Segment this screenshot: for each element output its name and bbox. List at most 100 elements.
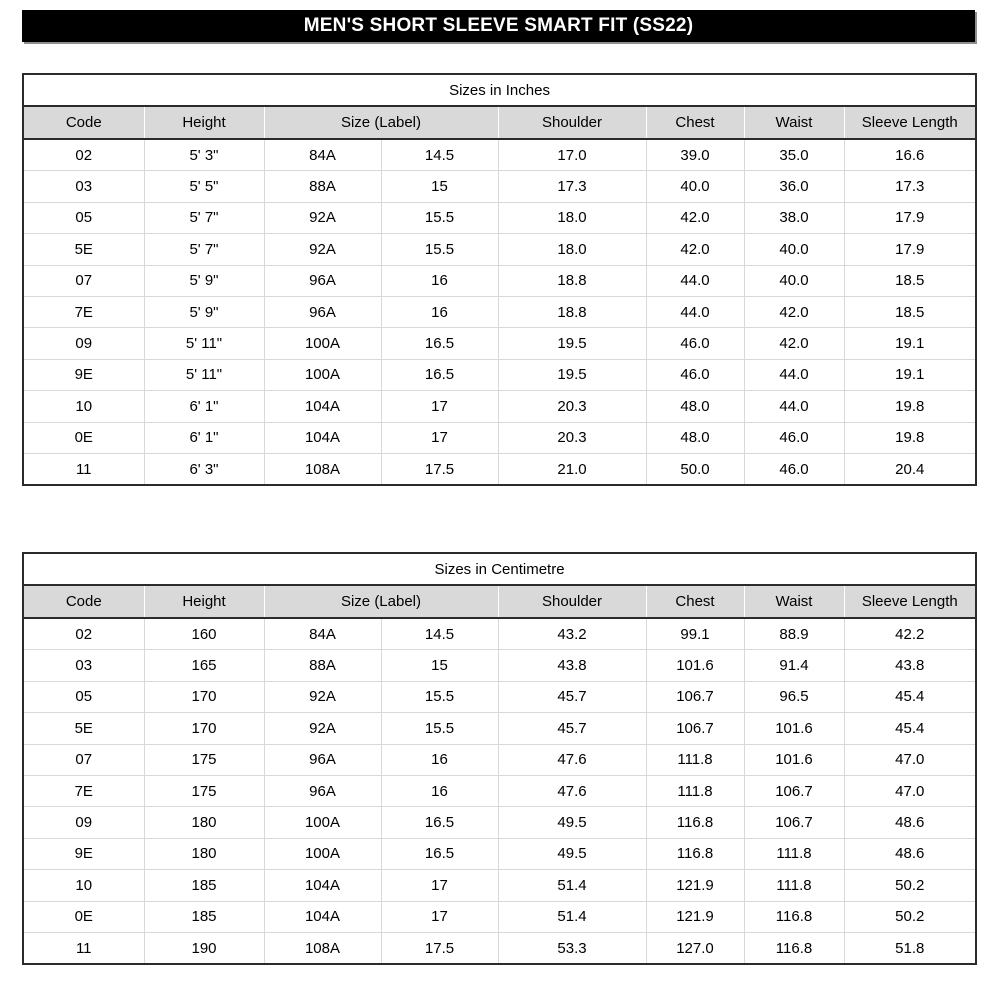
column-header-code: Code [23,585,145,619]
table-row: 5E 5' 7" 92A 15.5 18.0 42.0 40.0 17.9 [22,233,977,266]
cell: 46.0 [645,327,745,360]
cell: 19.1 [843,327,977,360]
column-header-waist: Waist [743,106,845,140]
cell: 17.5 [380,452,499,486]
cell: 6' 1" [143,390,265,423]
cell: 45.4 [843,712,977,745]
cell: 18.5 [843,264,977,297]
cell: 18.0 [497,201,647,235]
table-row: 05 5' 7" 92A 15.5 18.0 42.0 38.0 17.9 [22,201,977,235]
table-row: 11 190 108A 17.5 53.3 127.0 116.8 51.8 [22,931,977,965]
cell: 17 [380,869,499,902]
table-row: 03 165 88A 15 43.8 101.6 91.4 43.8 [22,649,977,682]
cell: 15.5 [380,201,499,235]
cell: 05 [22,201,145,235]
cell: 16 [380,743,499,776]
cell: 16.6 [843,138,977,172]
table-header-row: Code Height Size (Label) Shoulder Chest Waist… [23,106,977,140]
cell: 18.0 [497,233,647,266]
page-title: MEN'S SHORT SLEEVE SMART FIT (SS22) [22,10,975,42]
cell: 5' 7" [143,233,265,266]
cell: 02 [22,138,145,172]
cell: 108A [263,931,382,965]
cell: 40.0 [645,170,745,203]
table-row: 03 5' 5" 88A 15 17.3 40.0 36.0 17.3 [22,170,977,203]
cell: 19.8 [843,421,977,454]
cell: 47.0 [843,743,977,776]
column-header-chest: Chest [645,585,745,619]
cell: 50.0 [645,452,745,486]
cell: 0E [22,421,145,454]
cell: 19.8 [843,390,977,423]
cell: 02 [22,617,145,651]
cell: 5' 7" [143,201,265,235]
cell: 160 [143,617,265,651]
cell: 84A [263,138,382,172]
cell: 18.8 [497,264,647,297]
cell: 44.0 [743,390,845,423]
cell: 19.5 [497,358,647,392]
cell: 07 [22,743,145,776]
cell: 106.7 [743,774,845,808]
cell: 5' 11" [143,358,265,392]
cell: 21.0 [497,452,647,486]
cell: 17.5 [380,931,499,965]
cell: 190 [143,931,265,965]
table-caption-row: Sizes in Inches [23,74,977,107]
cell: 51.4 [497,869,647,902]
cell: 106.7 [645,680,745,714]
sizes-in-inches-table: Sizes in Inches Code Height Size (Label) Sho… [22,73,978,487]
table-caption: Sizes in Centimetre [23,553,977,586]
cell: 48.0 [645,390,745,423]
cell: 48.6 [843,806,977,839]
cell: 16 [380,264,499,297]
table-caption-row: Sizes in Centimetre [23,553,977,586]
cell: 35.0 [743,138,845,172]
cell: 15.5 [380,233,499,266]
cell: 36.0 [743,170,845,203]
table-row: 0E 6' 1" 104A 17 20.3 48.0 46.0 19.8 [22,421,977,454]
column-header-code: Code [23,106,145,140]
table-row: 07 175 96A 16 47.6 111.8 101.6 47.0 [22,743,977,776]
table-row: 10 6' 1" 104A 17 20.3 48.0 44.0 19.8 [22,390,977,423]
cell: 44.0 [743,358,845,392]
table-row: 11 6' 3" 108A 17.5 21.0 50.0 46.0 20.4 [22,452,977,486]
table-row: 7E 175 96A 16 47.6 111.8 106.7 47.0 [22,774,977,808]
cell: 104A [263,390,382,423]
cell: 84A [263,617,382,651]
sizes-in-centimetre-table: Sizes in Centimetre Code Height Size (Label… [22,552,978,966]
cell: 16 [380,774,499,808]
cell: 116.8 [743,931,845,965]
cell: 111.8 [645,774,745,808]
cell: 6' 3" [143,452,265,486]
cell: 106.7 [645,712,745,745]
cell: 101.6 [645,649,745,682]
cell: 10 [22,390,145,423]
cell: 170 [143,680,265,714]
table-row: 02 5' 3" 84A 14.5 17.0 39.0 35.0 16.6 [22,138,977,172]
cell: 88A [263,170,382,203]
cell: 49.5 [497,837,647,871]
cell: 185 [143,900,265,933]
table-row: 9E 180 100A 16.5 49.5 116.8 111.8 48.6 [22,837,977,871]
cell: 42.0 [645,233,745,266]
cell: 50.2 [843,869,977,902]
cell: 111.8 [743,837,845,871]
cell: 49.5 [497,806,647,839]
cell: 116.8 [645,837,745,871]
cell: 6' 1" [143,421,265,454]
column-header-sleeve-length: Sleeve Length [843,585,977,619]
cell: 121.9 [645,900,745,933]
table-row: 7E 5' 9" 96A 16 18.8 44.0 42.0 18.5 [22,295,977,329]
cell: 48.0 [645,421,745,454]
cell: 104A [263,421,382,454]
cell: 15.5 [380,712,499,745]
cell: 0E [22,900,145,933]
cell: 180 [143,837,265,871]
table-row: 9E 5' 11" 100A 16.5 19.5 46.0 44.0 19.1 [22,358,977,392]
cell: 40.0 [743,264,845,297]
cell: 96A [263,264,382,297]
column-header-shoulder: Shoulder [497,106,647,140]
cell: 50.2 [843,900,977,933]
cell: 05 [22,680,145,714]
